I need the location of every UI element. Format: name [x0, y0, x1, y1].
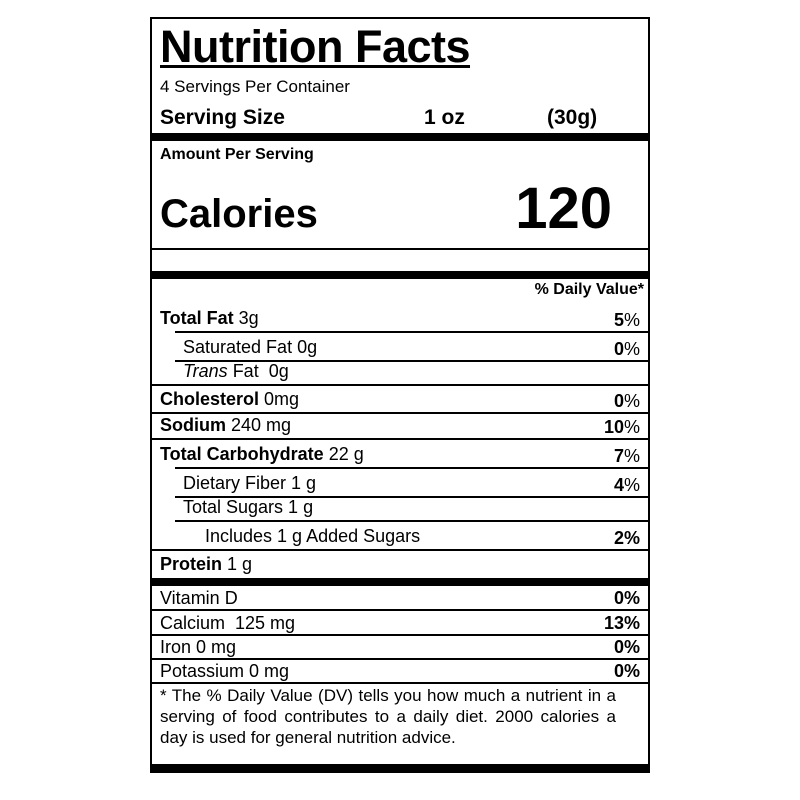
- dv-percent-sign: %: [623, 417, 640, 437]
- nutrient-amount: 240 mg: [226, 415, 292, 435]
- serving-size-label: Serving Size: [160, 106, 285, 129]
- dv-number: 4: [613, 475, 624, 495]
- vitamin-name: Calcium 125 mg: [160, 613, 296, 633]
- divider: [152, 384, 648, 386]
- nutrient-name: Saturated Fat 0g: [183, 337, 317, 358]
- vitamin-row: Iron 0 mg 0%: [152, 635, 648, 659]
- nutrient-row: Trans Fat 0g: [152, 361, 648, 385]
- nutrient-label: Includes 1 g Added Sugars: [205, 526, 421, 546]
- dv-number: 5: [613, 310, 624, 330]
- dv-number: 10: [603, 417, 624, 437]
- nutrient-name: Trans Fat 0g: [183, 361, 289, 382]
- divider: [152, 438, 648, 440]
- nutrient-row: Protein 1 g: [152, 550, 648, 578]
- dv-number: 2%: [613, 528, 640, 548]
- daily-value-percent: 0%: [614, 339, 640, 360]
- amount-per-serving: Amount Per Serving: [160, 146, 314, 163]
- nutrient-amount: 3g: [233, 308, 259, 328]
- serving-size-grams: (30g): [547, 106, 598, 129]
- dv-percent-sign: %: [623, 475, 640, 495]
- nutrient-name: Cholesterol 0mg: [160, 389, 299, 410]
- nutrient-row: Includes 1 g Added Sugars 2%: [152, 521, 648, 550]
- divider: [175, 331, 648, 333]
- nutrient-row: Cholesterol 0mg 0%: [152, 385, 648, 413]
- nutrient-label: Protein: [160, 554, 223, 574]
- daily-value-percent: 7%: [614, 446, 640, 467]
- vitamin-daily-value: 0%: [613, 588, 640, 608]
- label-title: Nutrition Facts: [160, 21, 471, 72]
- divider: [175, 496, 648, 498]
- nutrition-facts-label: Nutrition Facts 4 Servings Per Container…: [150, 17, 650, 773]
- thick-divider: [152, 578, 648, 586]
- vitamin-row: Vitamin D 0%: [152, 586, 648, 610]
- vitamin-row: Potassium 0 mg 0%: [152, 659, 648, 683]
- nutrient-label: Total Carbohydrate: [160, 444, 324, 464]
- divider: [175, 520, 648, 522]
- daily-value-percent: 0%: [614, 391, 640, 412]
- nutrient-label: Dietary Fiber 1 g: [183, 473, 317, 493]
- divider: [152, 248, 648, 250]
- nutrient-row: Saturated Fat 0g 0%: [152, 332, 648, 361]
- nutrient-amount: 22 g: [323, 444, 364, 464]
- divider: [152, 412, 648, 414]
- nutrient-label: Total Fat: [160, 308, 234, 328]
- nutrient-name: Includes 1 g Added Sugars: [205, 526, 420, 547]
- nutrient-row: Sodium 240 mg 10%: [152, 413, 648, 439]
- nutrient-label: Saturated Fat 0g: [183, 337, 318, 357]
- vitamin-daily-value: 13%: [603, 613, 640, 633]
- thick-divider: [152, 271, 648, 279]
- nutrient-name: Total Carbohydrate 22 g: [160, 444, 364, 465]
- vitamin-row: Calcium 125 mg 13%: [152, 610, 648, 635]
- thick-divider: [152, 133, 648, 141]
- nutrient-amount: 1 g: [222, 554, 253, 574]
- daily-value-percent: 5%: [614, 310, 640, 331]
- nutrient-row: Total Sugars 1 g: [152, 497, 648, 521]
- vitamin-daily-value: 0%: [613, 661, 640, 681]
- dv-percent-sign: %: [623, 391, 640, 411]
- nutrient-name: Protein 1 g: [160, 554, 252, 575]
- nutrient-name: Total Sugars 1 g: [183, 497, 313, 518]
- nutrient-name: Total Fat 3g: [160, 308, 259, 329]
- daily-value-percent: 4%: [614, 475, 640, 496]
- divider: [152, 609, 648, 611]
- servings-per-container: 4 Servings Per Container: [160, 77, 350, 96]
- nutrient-amount: 0mg: [259, 389, 300, 409]
- dv-number: 7: [613, 446, 624, 466]
- vitamin-name: Vitamin D: [160, 588, 238, 608]
- divider: [152, 634, 648, 636]
- divider: [175, 360, 648, 362]
- vitamin-name: Potassium 0 mg: [160, 661, 290, 681]
- thick-divider: [152, 764, 648, 771]
- nutrient-row: Total Fat 3g 5%: [152, 303, 648, 332]
- vitamin-name: Iron 0 mg: [160, 637, 237, 657]
- dv-percent-sign: %: [623, 310, 640, 330]
- calories-label: Calories: [160, 192, 318, 236]
- dv-number: 0: [613, 339, 624, 359]
- daily-value-percent: 10%: [604, 417, 640, 438]
- nutrient-name: Dietary Fiber 1 g: [183, 473, 316, 494]
- divider: [175, 467, 648, 469]
- daily-value-percent: 2%: [614, 528, 640, 549]
- nutrient-amount: Fat 0g: [227, 361, 289, 381]
- daily-value-header: % Daily Value*: [534, 281, 644, 298]
- nutrient-label: Cholesterol: [160, 389, 260, 409]
- dv-percent-sign: %: [623, 446, 640, 466]
- footnote: * The % Daily Value (DV) tells you how m…: [160, 686, 616, 747]
- nutrient-name: Sodium 240 mg: [160, 415, 291, 436]
- divider: [152, 549, 648, 551]
- nutrient-row: Total Carbohydrate 22 g 7%: [152, 439, 648, 468]
- vitamin-daily-value: 0%: [613, 637, 640, 657]
- dv-number: 0: [613, 391, 624, 411]
- nutrient-label: Trans: [183, 361, 228, 381]
- dv-percent-sign: %: [623, 339, 640, 359]
- calories-value: 120: [515, 176, 612, 241]
- serving-size-amount: 1 oz: [424, 106, 465, 129]
- divider: [152, 682, 648, 684]
- nutrient-row: Dietary Fiber 1 g 4%: [152, 468, 648, 497]
- divider: [152, 658, 648, 660]
- nutrient-label: Sodium: [160, 415, 226, 435]
- nutrient-label: Total Sugars 1 g: [183, 497, 314, 517]
